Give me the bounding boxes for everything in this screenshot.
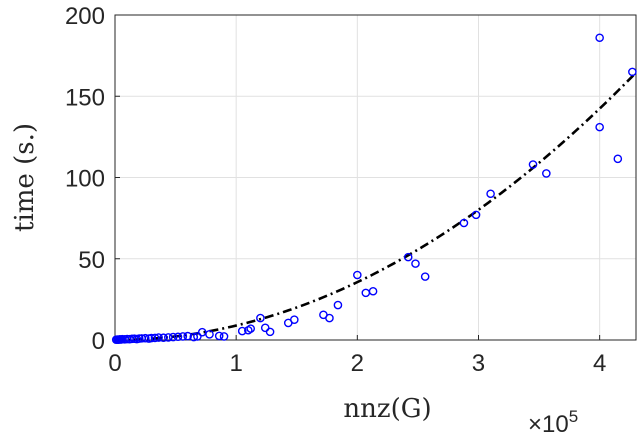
data-point [486,189,495,199]
data-point [353,270,362,280]
data-point [333,300,343,310]
x-tick-label: 2 [351,350,364,377]
x-axis-exponent-power: 5 [569,407,578,426]
data-point [471,210,481,220]
data-point [613,154,623,164]
data-point [256,313,265,323]
data-point [173,332,183,342]
data-point [459,218,469,228]
data-point [420,272,430,281]
data-point [168,332,178,342]
axis-ticks: 0 1 2 3 4 0 50 100 150 200 [65,3,606,377]
x-tick-label: 0 [108,350,121,377]
data-point [189,332,199,342]
x-tick-label: 4 [593,350,606,377]
data-point [150,333,160,343]
data-point [140,333,150,343]
x-tick-label: 1 [229,350,242,377]
data-point [325,313,334,323]
x-axis-exponent-base: ×10 [528,411,569,438]
data-point [403,252,413,262]
x-tick-label: 3 [472,350,485,377]
data-point [265,327,275,337]
y-tick-label: 0 [92,328,105,355]
data-point [595,122,604,132]
data-point [159,333,168,343]
y-axis-label: time (s.) [10,123,40,232]
data-point [214,331,224,341]
y-tick-label: 200 [65,3,105,30]
grid [114,14,636,341]
data-point [260,323,270,333]
fit-curve [114,71,637,342]
data-point [219,332,229,341]
data-point [178,332,188,341]
data-point [542,169,551,178]
data-point [164,333,173,342]
y-tick-label: 50 [78,247,105,274]
data-point [361,288,371,298]
x-axis-label: nnz(G) [343,394,431,424]
data-point [368,286,378,296]
y-tick-label: 100 [65,166,105,193]
y-tick-label: 150 [65,84,105,111]
data-point [290,315,299,324]
data-point [183,331,192,341]
data-point [528,160,538,169]
data-point [628,67,637,77]
data-point [237,326,247,336]
data-points [111,33,637,344]
data-point [205,330,214,339]
data-point [246,324,256,333]
data-point [193,332,202,341]
data-point [411,259,420,268]
data-point [154,333,163,342]
data-point [595,33,604,43]
x-axis-exponent: ×105 [528,407,578,438]
